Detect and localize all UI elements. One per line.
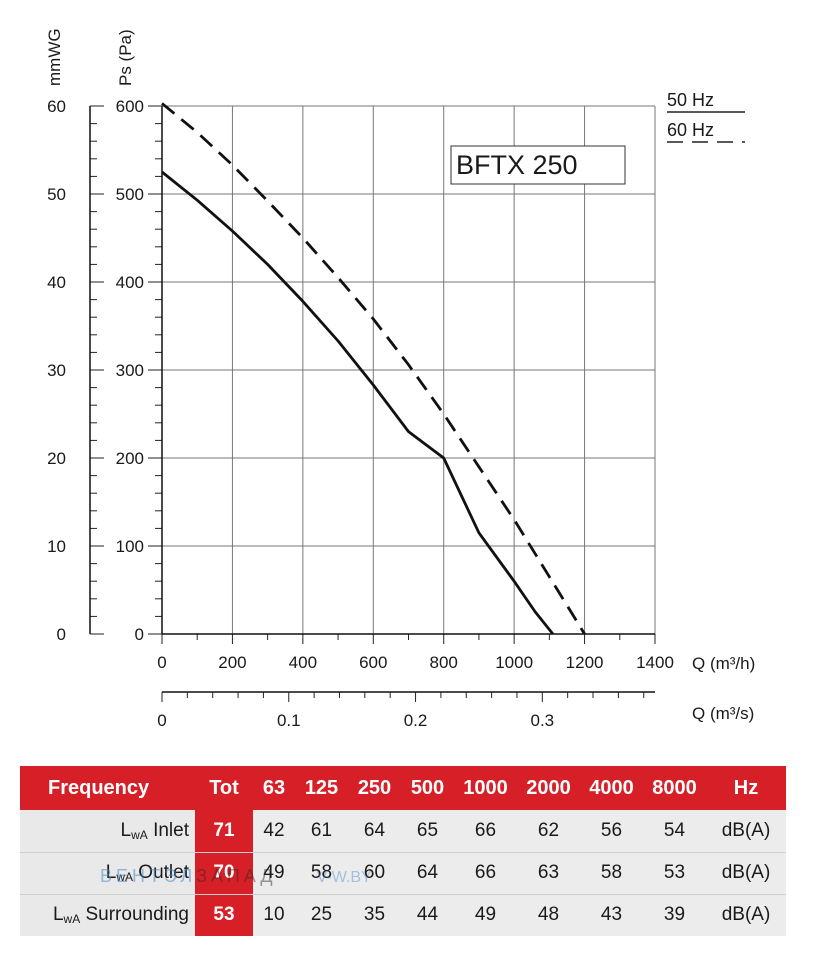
row-label: LwA Outlet: [20, 852, 195, 894]
x2-tick-label: 0.1: [277, 711, 301, 730]
table-row: LwA Outlet 70 49 58 60 64 66 63 58 53 dB(A): [20, 852, 786, 894]
chart-title-box: [450, 145, 626, 185]
header-cell: 2000: [526, 776, 571, 799]
tot-cell: 70: [195, 852, 253, 894]
series-line-50hz: [161, 170, 554, 635]
header-frequency: Frequency: [48, 776, 150, 799]
sound-table: Frequency Tot 63 125 250 500 1000 2000 4000 8000 H…: [20, 766, 786, 936]
y-tick-label-mmwg: 0: [57, 625, 66, 644]
value-cell: 56: [580, 810, 643, 852]
value-cell: 48: [517, 894, 580, 936]
series-line-60hz: [161, 102, 586, 635]
x-axis-unit-label: Q (m³/h): [692, 654, 755, 673]
x-tick-label: 800: [430, 653, 458, 672]
value-cell: 61: [295, 810, 348, 852]
value-cell: 66: [454, 852, 517, 894]
sound-power-table: Frequency Tot 63 125 250 500 1000 2000 4000 8000 H…: [20, 766, 786, 936]
x-tick-label: 1200: [566, 653, 604, 672]
y-tick-label-pa: 600: [116, 97, 144, 116]
grid: [161, 105, 656, 635]
x2-tick-label: 0.2: [404, 711, 428, 730]
value-cell: 58: [295, 852, 348, 894]
header-cell: 4000: [589, 776, 634, 799]
value-cell: 62: [517, 810, 580, 852]
value-cell: 60: [348, 852, 401, 894]
y-tick-label-pa: 200: [116, 449, 144, 468]
value-cell: 53: [643, 852, 706, 894]
x-tick-label: 1400: [636, 653, 674, 672]
header-cell: 8000: [652, 776, 697, 799]
legend-label-60hz: 60 Hz: [667, 120, 714, 140]
x2-tick-label: 0: [157, 711, 166, 730]
y-left-unit-label: mmWG: [45, 28, 64, 86]
legend: 50 Hz 60 Hz: [667, 90, 745, 143]
value-cell: 49: [253, 852, 295, 894]
series-lines: [161, 102, 586, 635]
y-tick-label-mmwg: 10: [47, 537, 66, 556]
value-cell: 64: [348, 810, 401, 852]
header-cell: 250: [357, 776, 392, 799]
value-cell: 35: [348, 894, 401, 936]
unit-cell: dB(A): [706, 810, 786, 852]
x2-axis-unit-label: Q (m³/s): [692, 704, 754, 723]
y-tick-label-pa: 300: [116, 361, 144, 380]
y-right-unit-label: Ps (Pa): [116, 29, 135, 86]
axes: [89, 105, 656, 702]
y-tick-label-mmwg: 20: [47, 449, 66, 468]
header-cell: Hz: [733, 776, 759, 799]
value-cell: 66: [454, 810, 517, 852]
row-label: LwA Inlet: [20, 810, 195, 852]
y-tick-label-pa: 400: [116, 273, 144, 292]
value-cell: 54: [643, 810, 706, 852]
header-cell: 125: [304, 776, 339, 799]
y-tick-label-pa: 0: [135, 625, 144, 644]
value-cell: 49: [454, 894, 517, 936]
value-cell: 39: [643, 894, 706, 936]
x2-tick-label: 0.3: [530, 711, 554, 730]
value-cell: 25: [295, 894, 348, 936]
header-cell: 1000: [463, 776, 508, 799]
y-tick-label-mmwg: 60: [47, 97, 66, 116]
chart-title: BFTX 250: [456, 150, 578, 180]
value-cell: 64: [401, 852, 454, 894]
y-tick-label-mmwg: 40: [47, 273, 66, 292]
table-row: LwA Surrounding 53 10 25 35 44 49 48 43 39 dB(A): [20, 894, 786, 936]
x-tick-label: 600: [359, 653, 387, 672]
value-cell: 10: [253, 894, 295, 936]
header-cell: 500: [410, 776, 445, 799]
value-cell: 58: [580, 852, 643, 894]
value-cell: 63: [517, 852, 580, 894]
value-cell: 43: [580, 894, 643, 936]
fan-curve-chart: 0 100 200 300 400 500 600 0 10 20 30 40 50 60 0 200 400 6…: [45, 28, 755, 730]
unit-cell: dB(A): [706, 852, 786, 894]
header-cell: 63: [262, 776, 286, 799]
value-cell: 42: [253, 810, 295, 852]
x-tick-label: 400: [289, 653, 317, 672]
table-header-row: Frequency Tot 63 125 250 500 1000 2000 4000 8000 H…: [20, 766, 786, 810]
unit-cell: dB(A): [706, 894, 786, 936]
y-tick-label-pa: 500: [116, 185, 144, 204]
table-row: LwA Inlet 71 42 61 64 65 66 62 56 54 dB(A): [20, 810, 786, 852]
y-tick-label-mmwg: 30: [47, 361, 66, 380]
tot-cell: 53: [195, 894, 253, 936]
x-tick-label: 1000: [495, 653, 533, 672]
x-tick-label: 200: [218, 653, 246, 672]
legend-label-50hz: 50 Hz: [667, 90, 714, 110]
value-cell: 65: [401, 810, 454, 852]
row-label: LwA Surrounding: [20, 894, 195, 936]
x-tick-label: 0: [157, 653, 166, 672]
tot-cell: 71: [195, 810, 253, 852]
y-tick-label-pa: 100: [116, 537, 144, 556]
value-cell: 44: [401, 894, 454, 936]
y-tick-label-mmwg: 50: [47, 185, 66, 204]
header-cell: Tot: [209, 776, 239, 799]
